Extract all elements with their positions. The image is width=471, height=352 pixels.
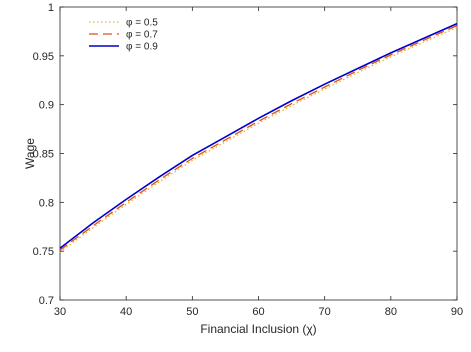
series-line-1 bbox=[59, 26, 458, 253]
y-tick-label: 0.85 bbox=[33, 149, 54, 161]
legend-label-2: φ = 0.7 bbox=[126, 30, 158, 41]
legend-label-1: φ = 0.5 bbox=[126, 18, 158, 29]
series-line-3 bbox=[59, 22, 458, 249]
legend: φ = 0.5φ = 0.7φ = 0.9 bbox=[89, 18, 158, 53]
series-layer bbox=[59, 22, 458, 253]
y-tick-label: 1 bbox=[48, 2, 54, 14]
y-tick-label: 0.8 bbox=[39, 197, 54, 209]
y-axis-ticks: 0.7 0.75 0.8 0.85 0.9 0.95 1 bbox=[33, 2, 457, 307]
y-axis-label: Wage bbox=[23, 138, 37, 169]
y-tick-label: 0.95 bbox=[33, 51, 54, 63]
x-axis-ticks: 30 40 50 60 70 80 90 bbox=[54, 7, 463, 318]
plot-area-frame bbox=[59, 6, 458, 301]
y-tick-label: 0.7 bbox=[39, 295, 54, 307]
y-tick-label: 0.75 bbox=[33, 246, 54, 258]
x-tick-label: 60 bbox=[252, 306, 264, 318]
x-tick-label: 80 bbox=[385, 306, 397, 318]
y-tick-label: 0.9 bbox=[39, 100, 54, 112]
x-axis-label: Financial Inclusion (χ) bbox=[200, 322, 316, 336]
x-tick-label: 50 bbox=[186, 306, 198, 318]
legend-label-3: φ = 0.9 bbox=[126, 42, 158, 53]
series-line-2 bbox=[59, 24, 458, 251]
x-tick-label: 30 bbox=[54, 306, 66, 318]
x-tick-label: 90 bbox=[451, 306, 463, 318]
x-tick-label: 40 bbox=[120, 306, 132, 318]
x-tick-label: 70 bbox=[319, 306, 331, 318]
